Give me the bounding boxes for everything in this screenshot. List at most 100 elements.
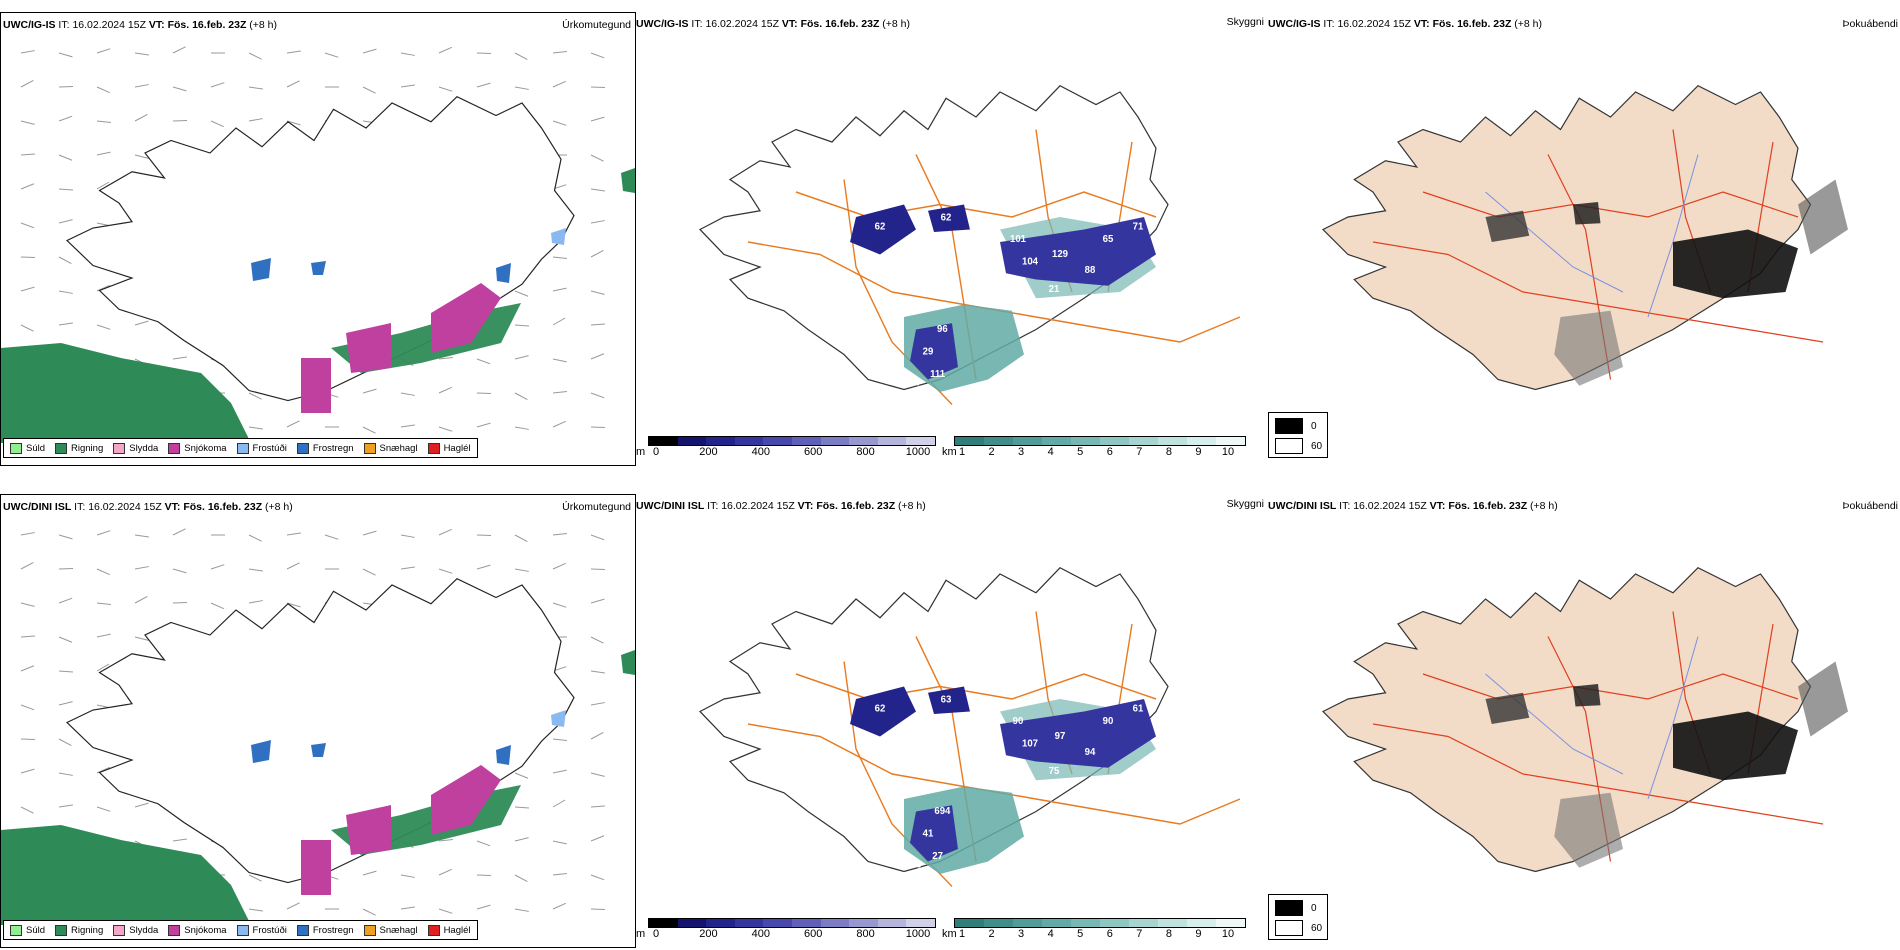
snow-area	[301, 358, 331, 413]
visibility-value: 41	[923, 828, 934, 839]
visibility-value: 62	[875, 703, 886, 714]
fog-title: Þokuábendi	[1842, 500, 1898, 512]
wind-barb	[476, 904, 491, 910]
wind-barb	[248, 392, 262, 400]
freezing-rain-area	[311, 261, 326, 275]
fog-legend: 0 60	[1268, 412, 1328, 458]
wind-barb	[590, 220, 605, 224]
visibility-value: 101	[1010, 234, 1027, 245]
legend-item: Snjókoma	[168, 924, 227, 936]
wind-barb	[58, 290, 73, 294]
wind-barb	[96, 86, 110, 94]
wind-barb	[552, 391, 567, 394]
colorbar-segment	[1100, 919, 1129, 927]
legend-label: Snjókoma	[184, 442, 227, 454]
visibility-value: 75	[1049, 766, 1060, 777]
colorbar-unit: km	[942, 446, 957, 458]
legend-swatch	[363, 442, 376, 454]
wind-barb	[210, 602, 224, 610]
wind-barb	[20, 79, 34, 88]
colorbar-segment	[1013, 437, 1042, 445]
panel-header: UWC/IG-IS IT: 16.02.2024 15Z VT: Fös. 16…	[3, 19, 278, 31]
wind-barb	[590, 731, 604, 740]
wind-barb	[210, 564, 225, 570]
colorbar-tick: 1000	[905, 928, 931, 940]
legend-swatch	[113, 924, 126, 936]
visibility-value: 63	[941, 695, 952, 706]
wind-barb	[58, 772, 73, 776]
colorbar-segment	[677, 437, 707, 445]
visibility-value: 129	[1052, 249, 1069, 260]
wind-barb	[96, 48, 111, 54]
legend-label: Slydda	[129, 924, 159, 936]
wind-barb	[58, 256, 72, 265]
wind-barb	[400, 84, 415, 88]
wind-barb	[96, 530, 111, 536]
vis-title: Skyggni	[1226, 16, 1264, 28]
colorbar-segment	[706, 437, 735, 445]
wind-barb	[324, 52, 339, 58]
wind-barb	[362, 48, 377, 54]
snow-area	[346, 805, 391, 855]
colorbar-segment	[1216, 437, 1245, 445]
wind-barb	[362, 530, 377, 536]
wind-barb	[172, 568, 187, 574]
wind-barb	[438, 46, 452, 54]
wind-barb	[590, 772, 605, 777]
precip-legend: Súld Rigning Slydda Snjókoma Frostúði Frostre…	[3, 920, 478, 940]
colorbar-segment	[763, 919, 792, 927]
precip-title: Úrkomutegund	[562, 501, 631, 513]
wind-barb	[438, 868, 452, 876]
legend-item: Frostúði	[236, 442, 287, 454]
fog-map	[1321, 567, 1848, 873]
wind-barb	[286, 420, 300, 428]
fog-map	[1321, 85, 1848, 391]
wind-barb	[58, 322, 73, 326]
legend-swatch	[427, 442, 440, 454]
wind-barb	[552, 317, 566, 326]
colorbar-strip	[648, 436, 936, 446]
rain-area	[1, 825, 251, 925]
legend-item: Snjókoma	[168, 442, 227, 454]
freezing-rain-area	[496, 745, 511, 765]
colorbar-segment	[906, 919, 935, 927]
wind-barb	[362, 908, 376, 916]
wind-barb	[514, 837, 529, 842]
legend-item: Frostregn	[296, 924, 354, 936]
wind-barb	[96, 633, 111, 638]
wind-barb	[514, 772, 529, 779]
wind-barb	[362, 86, 376, 94]
visibility-value: 62	[875, 221, 886, 232]
iceland-coastline	[1321, 567, 1812, 873]
wind-barb	[590, 188, 605, 192]
wind-barb	[514, 52, 528, 61]
visibility-zone	[928, 686, 970, 714]
colorbar-strip	[954, 918, 1246, 928]
legend-swatch	[113, 442, 126, 454]
wind-barb	[248, 600, 263, 604]
freezing-rain-area	[251, 740, 271, 763]
wind-barb	[286, 532, 301, 536]
colorbar-tick: 5	[1077, 928, 1084, 940]
colorbar-segment	[820, 437, 850, 445]
legend-label: Snæhagl	[379, 924, 418, 936]
freezing-rain-area	[496, 263, 511, 283]
wind-barb	[20, 324, 34, 332]
iceland-coastline	[1321, 85, 1812, 391]
visibility-value: 111	[930, 369, 945, 380]
wind-barb	[514, 290, 529, 297]
wind-barb	[552, 420, 566, 428]
wind-barb	[20, 222, 35, 229]
colorbar-tick: 200	[699, 928, 718, 940]
colorbar-segment	[1187, 437, 1216, 445]
colorbar-tick: 4	[1047, 446, 1054, 458]
visibility-value: 65	[1103, 234, 1114, 245]
wind-barb	[58, 597, 73, 604]
wind-barb	[58, 701, 73, 706]
wind-barb	[590, 290, 605, 295]
colorbar-segment	[1071, 437, 1100, 445]
legend-label: Snjókoma	[184, 924, 227, 936]
wind-barb	[20, 806, 34, 814]
wind-barb	[134, 534, 149, 538]
